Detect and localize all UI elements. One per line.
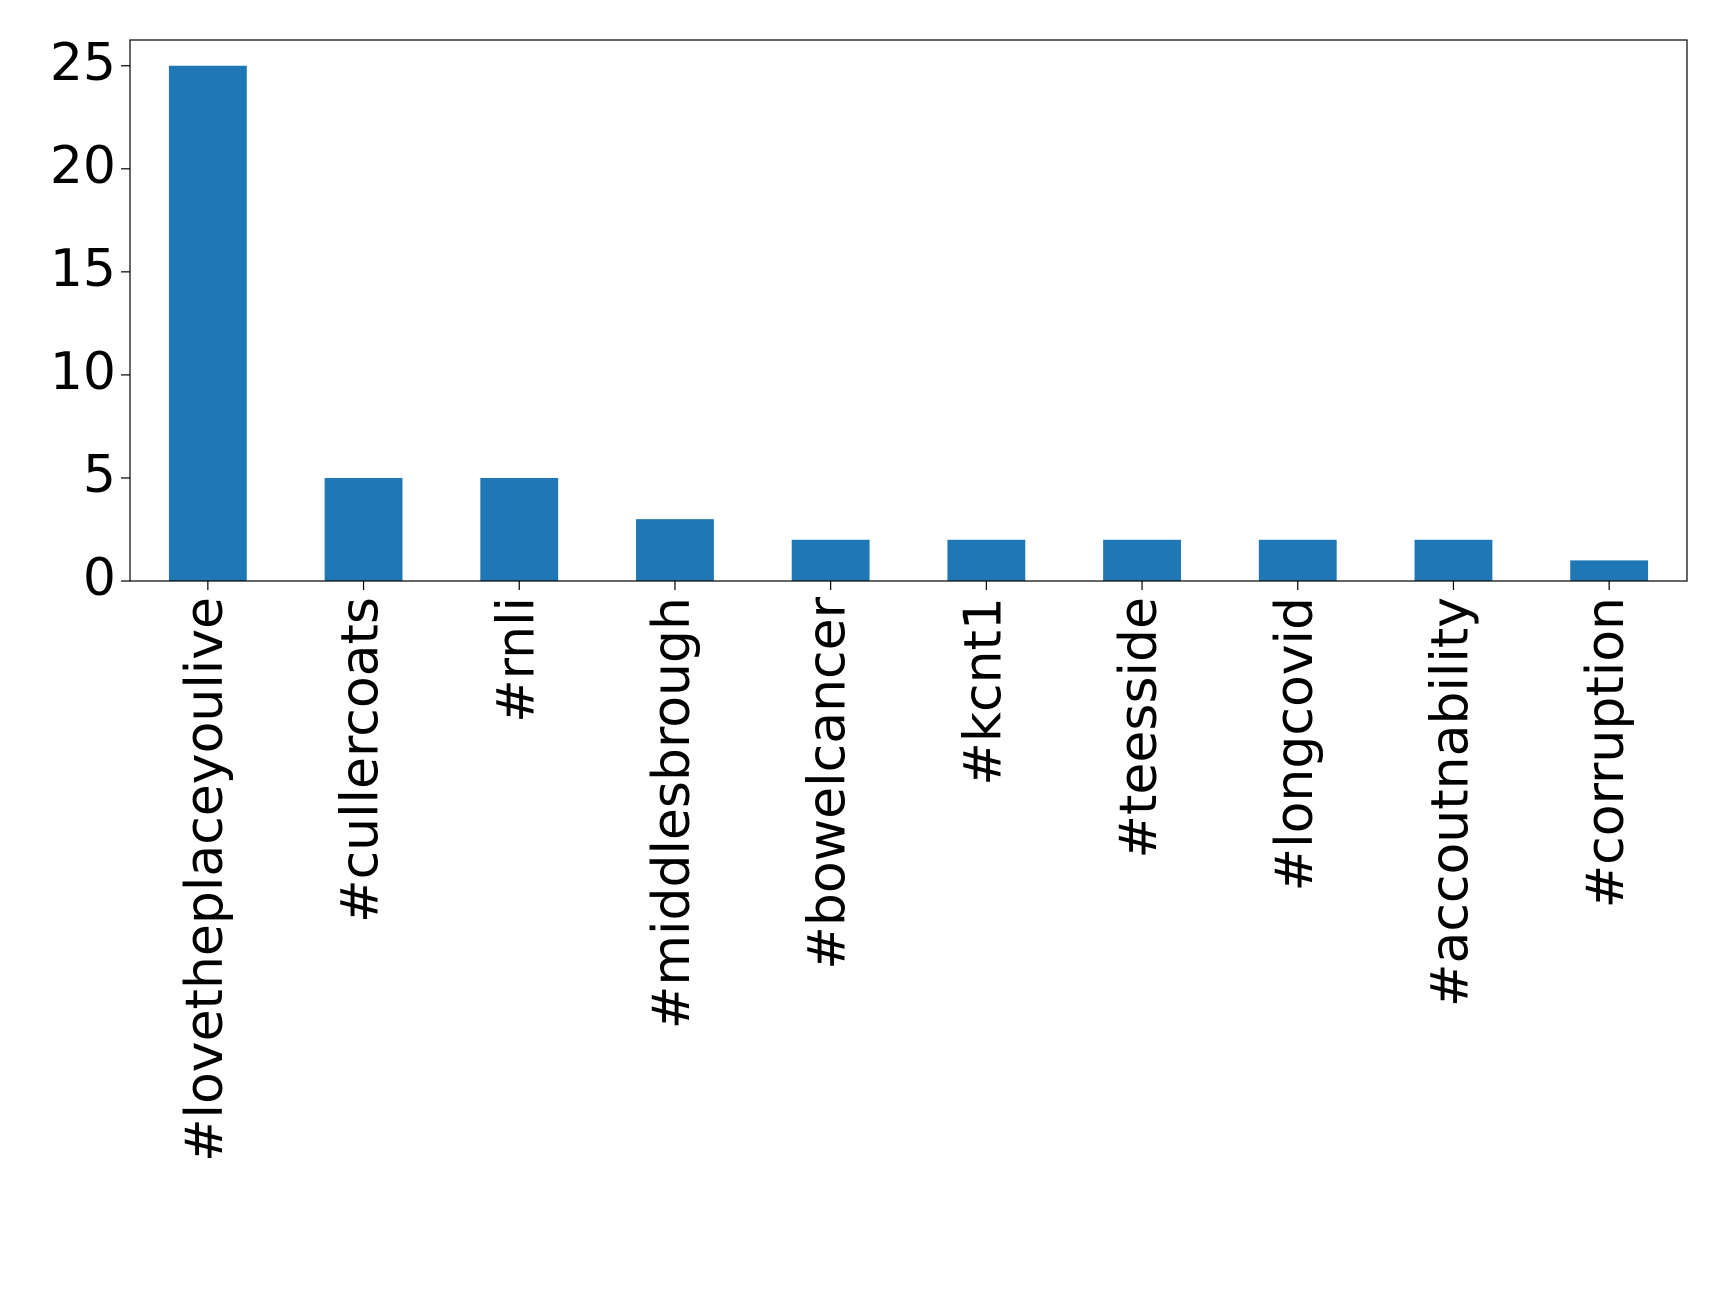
bar <box>1103 539 1181 581</box>
x-tick-label: #rnli <box>486 597 546 723</box>
y-tick-label: 20 <box>50 136 116 196</box>
bar <box>1258 539 1337 581</box>
bar <box>947 539 1026 581</box>
x-tick-label: #middlesbrough <box>642 597 702 1029</box>
y-tick-label: 10 <box>50 342 116 402</box>
bar <box>1570 560 1649 581</box>
x-tick-label: #corruption <box>1576 597 1636 908</box>
x-tick-label: #bowelcancer <box>798 596 858 969</box>
bar <box>636 519 714 581</box>
y-tick-label: 5 <box>83 445 116 505</box>
x-tick-label: #kcnt1 <box>953 597 1013 786</box>
x-tick-label: #lovetheplaceyoulive <box>175 597 235 1162</box>
x-tick-label: #longcovid <box>1265 597 1325 891</box>
y-tick-label: 0 <box>83 548 116 608</box>
y-tick-label: 15 <box>50 239 116 299</box>
bar <box>480 477 559 581</box>
bar <box>324 477 403 581</box>
x-tick-label: #accoutnability <box>1420 597 1480 1007</box>
plot-frame <box>129 39 1688 582</box>
bar <box>1414 539 1493 581</box>
bar <box>168 65 247 581</box>
x-tick-label: #cullercoats <box>331 597 391 923</box>
y-tick-label: 25 <box>50 33 116 93</box>
bar <box>791 539 870 581</box>
x-tick-label: #teesside <box>1109 597 1169 859</box>
